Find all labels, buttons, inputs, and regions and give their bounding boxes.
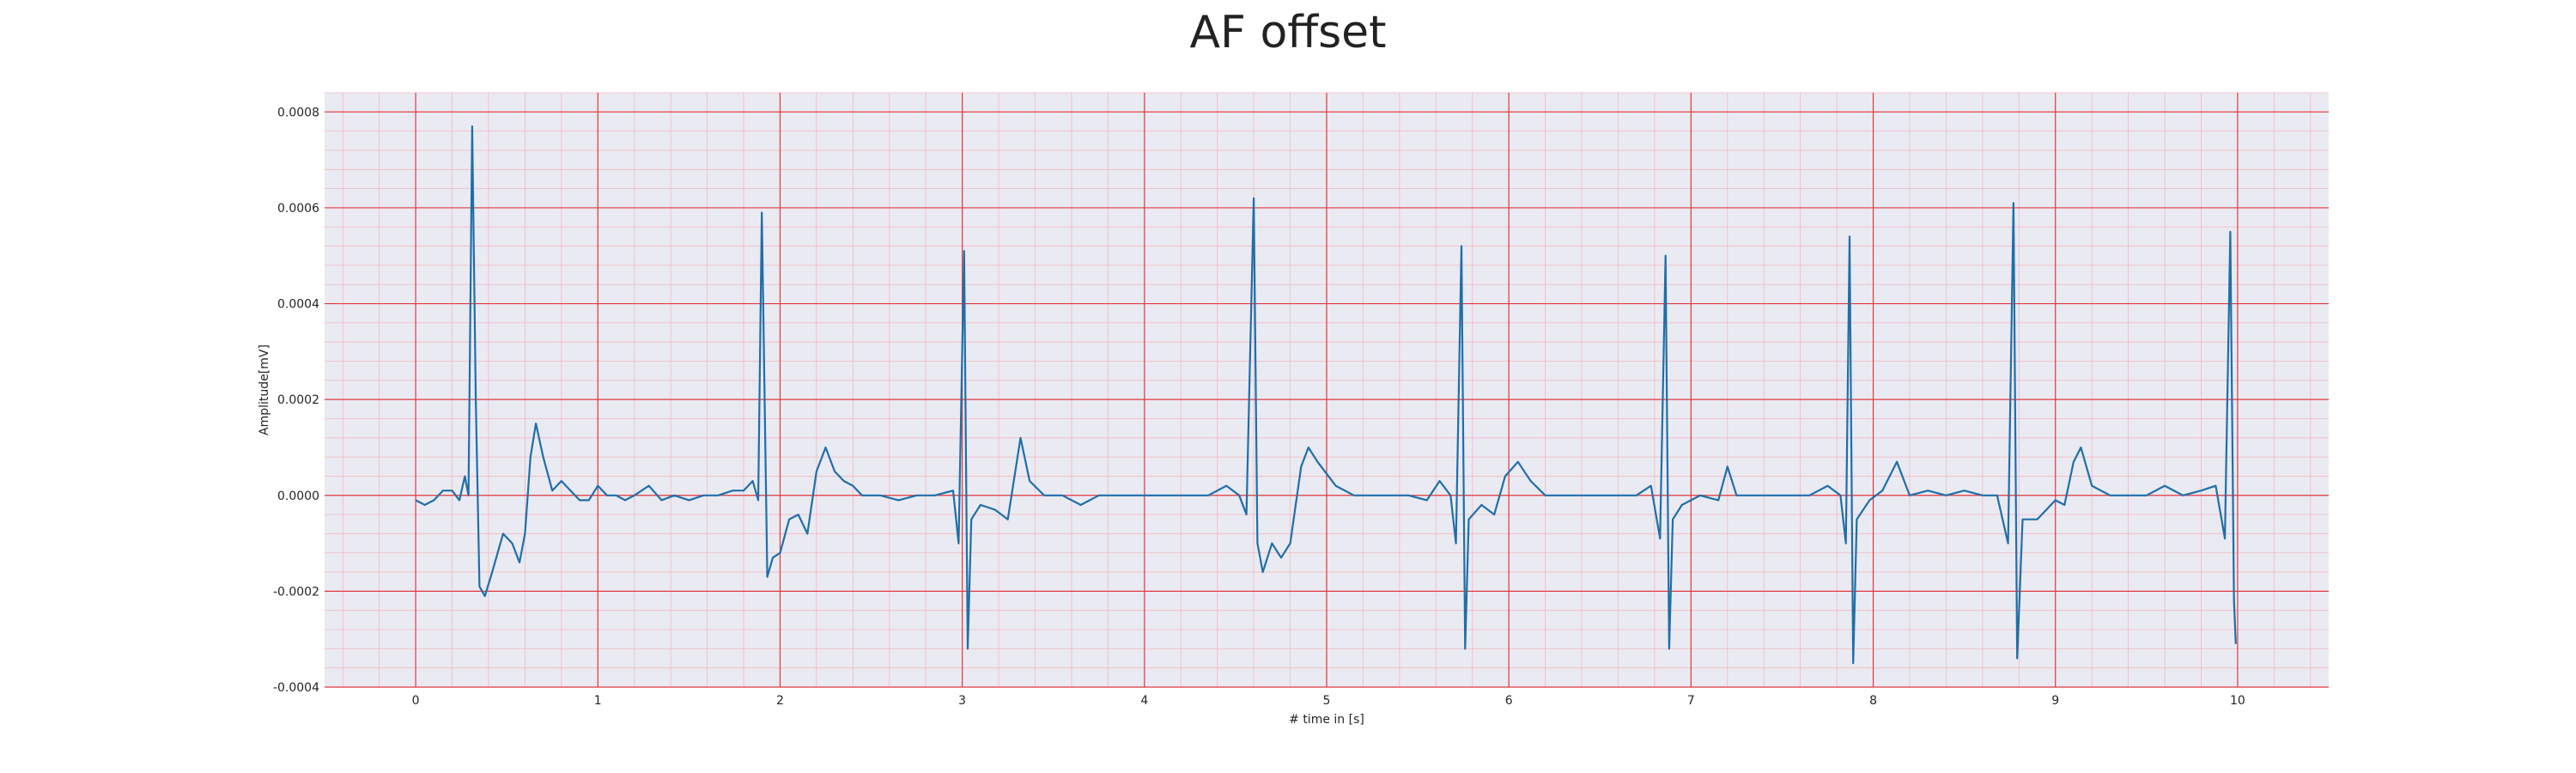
x-axis-label: # time in [s] xyxy=(1289,713,1364,727)
x-tick-label: 9 xyxy=(2051,694,2059,708)
x-tick-label: 8 xyxy=(1869,694,1877,708)
y-tick-label: 0.0008 xyxy=(277,106,319,119)
chart-title: AF offset xyxy=(1189,7,1387,58)
y-tick-label: -0.0004 xyxy=(273,681,319,695)
ecg-series-line xyxy=(415,125,2237,665)
x-tick-label: 6 xyxy=(1505,694,1513,708)
x-tick-label: 4 xyxy=(1140,694,1148,708)
x-tick-label: 1 xyxy=(594,694,602,708)
y-tick-label: 0.0002 xyxy=(277,393,319,407)
y-tick-label: 0.0004 xyxy=(277,298,319,312)
y-tick-label: 0.0000 xyxy=(277,490,319,503)
x-tick-label: 0 xyxy=(412,694,420,708)
x-axis-ticks: 0 1 2 3 4 5 6 7 8 9 10 xyxy=(412,694,2245,708)
y-axis-label: Amplitude[mV] xyxy=(258,344,271,435)
x-tick-label: 7 xyxy=(1687,694,1695,708)
x-tick-label: 5 xyxy=(1323,694,1331,708)
y-tick-label: -0.0002 xyxy=(273,585,319,599)
y-axis-ticks: -0.0004 -0.0002 0.0000 0.0002 0.0004 0.0006 0.… xyxy=(273,106,319,695)
y-tick-label: 0.0006 xyxy=(277,202,319,216)
x-tick-label: 10 xyxy=(2230,694,2245,708)
x-tick-label: 2 xyxy=(776,694,784,708)
series-layer xyxy=(415,125,2237,665)
major-grid xyxy=(325,93,2329,688)
x-tick-label: 3 xyxy=(958,694,966,708)
